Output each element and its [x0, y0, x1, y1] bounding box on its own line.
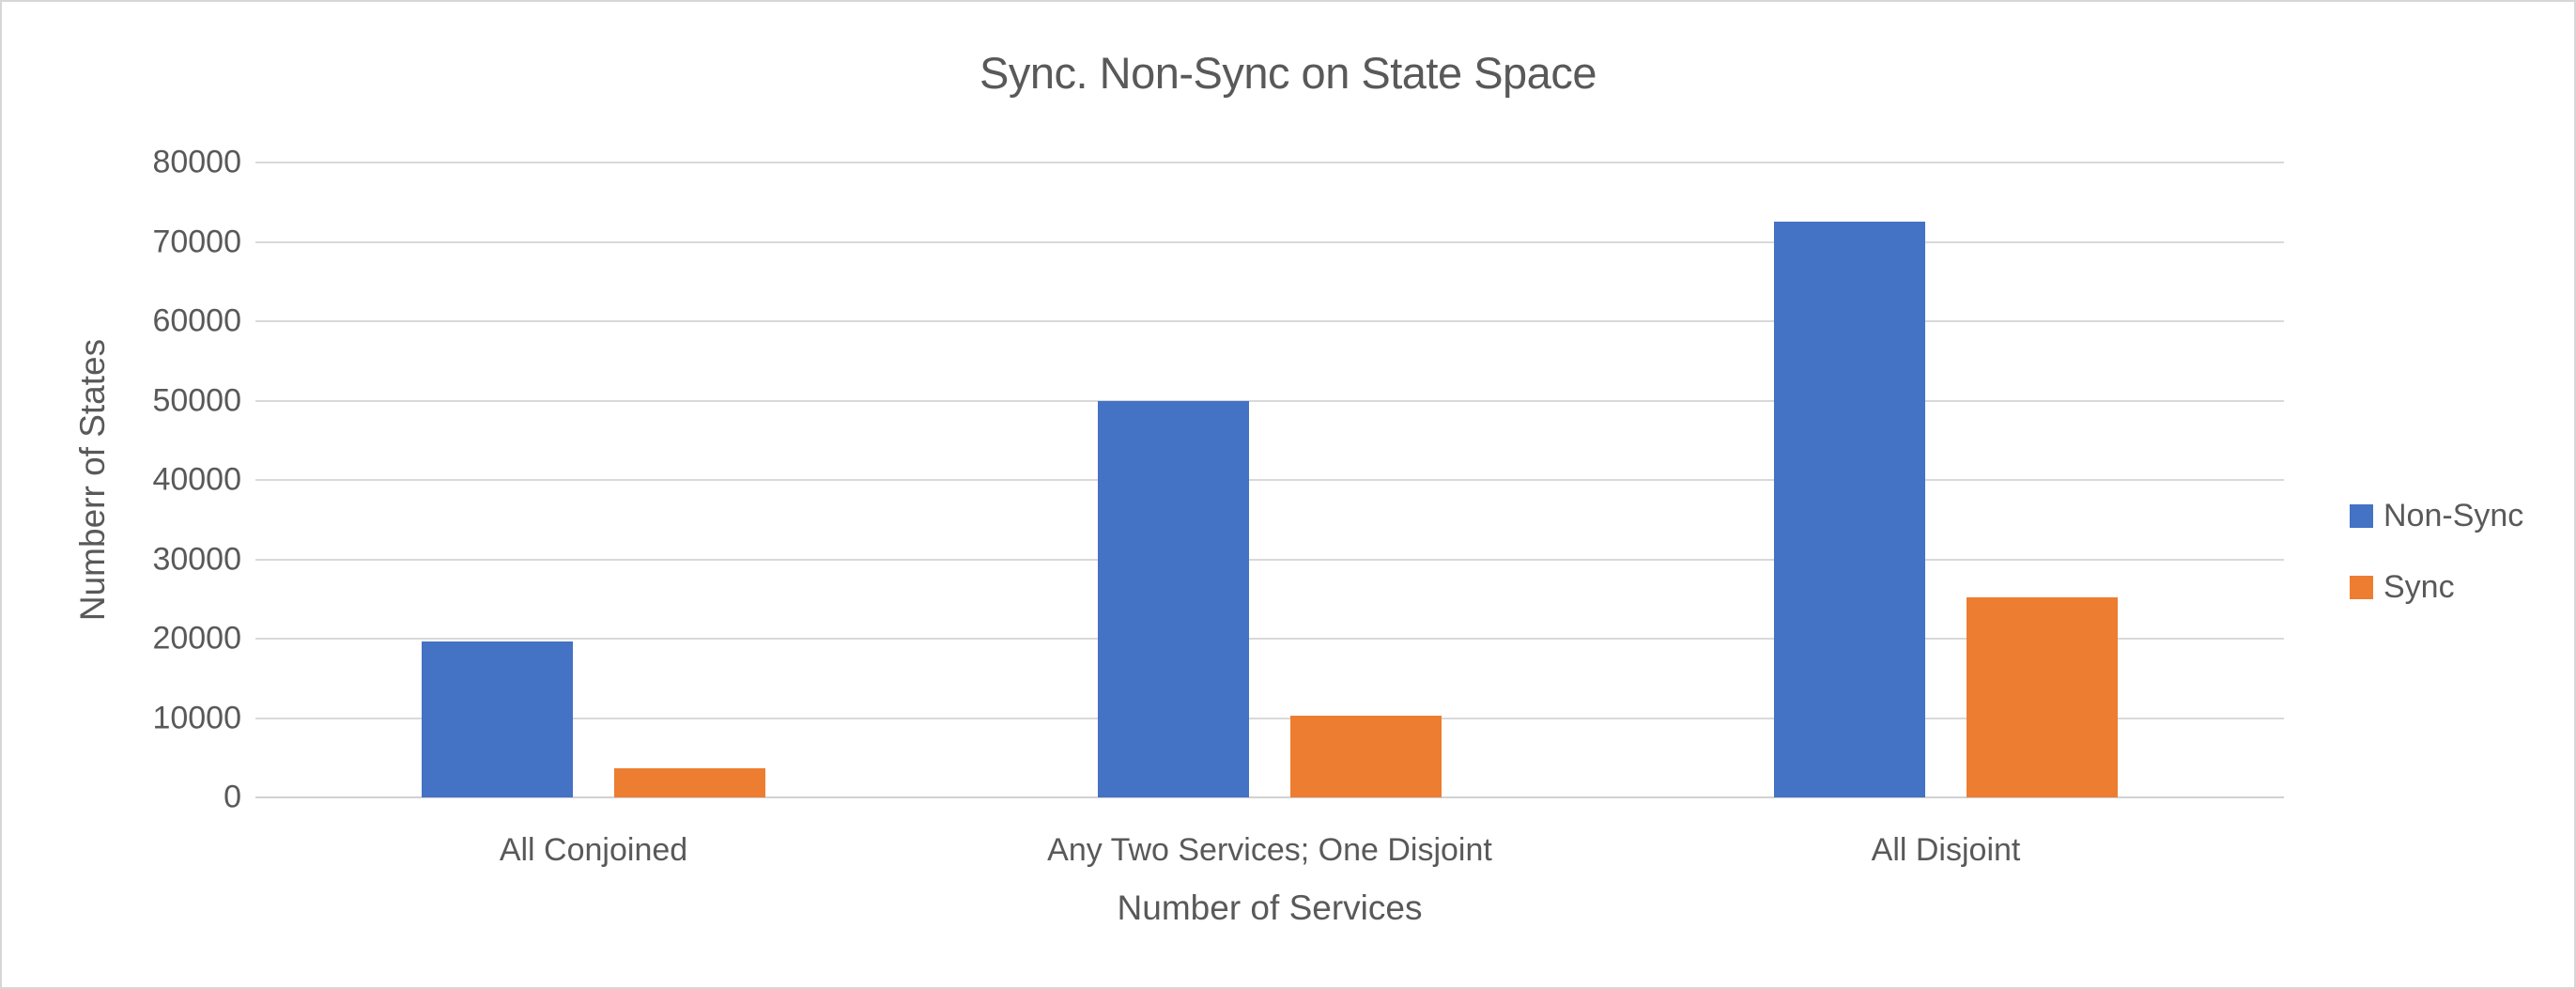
legend-label-sync: Sync — [2383, 568, 2455, 605]
bar-sync-all-disjoint — [1967, 597, 2118, 797]
gridline-30000 — [255, 558, 2284, 561]
bar-sync-any-two-services-one-disjoint — [1290, 715, 1442, 797]
category-label-all-disjoint: All Disjoint — [1871, 832, 2021, 868]
gridline-40000 — [255, 479, 2284, 481]
y-tick-label-80000: 80000 — [152, 144, 241, 180]
legend-item-non-sync: Non-Sync — [2350, 497, 2523, 534]
y-tick-label-70000: 70000 — [152, 224, 241, 259]
legend-swatch-non-sync — [2350, 503, 2373, 528]
y-tick-label-30000: 30000 — [152, 541, 241, 577]
bar-non-sync-any-two-services-one-disjoint — [1098, 400, 1249, 797]
y-tick-label-0: 0 — [224, 779, 241, 815]
gridline-0 — [255, 796, 2284, 798]
category-label-all-conjoined: All Conjoined — [499, 832, 688, 868]
y-tick-label-60000: 60000 — [152, 302, 241, 339]
chart-title: Sync. Non-Sync on State Space — [979, 48, 1597, 98]
y-tick-label-10000: 10000 — [152, 700, 241, 735]
y-tick-label-50000: 50000 — [152, 382, 241, 418]
x-axis-title: Number of Services — [1117, 889, 1423, 927]
gridline-10000 — [255, 717, 2284, 719]
plot-area — [255, 162, 2284, 798]
gridline-50000 — [255, 399, 2284, 402]
y-tick-label-20000: 20000 — [152, 620, 241, 657]
legend: Non-Sync Sync — [2350, 497, 2523, 606]
legend-item-sync: Sync — [2350, 568, 2523, 606]
legend-label-non-sync: Non-Sync — [2383, 497, 2524, 533]
category-label-any-two-services-one-disjoint: Any Two Services; One Disjoint — [1047, 832, 1492, 868]
bar-non-sync-all-disjoint — [1774, 222, 1925, 797]
y-tick-label-40000: 40000 — [152, 461, 241, 498]
bar-non-sync-all-conjoined — [422, 641, 573, 797]
gridline-20000 — [255, 638, 2284, 640]
legend-swatch-sync — [2350, 575, 2373, 599]
bar-sync-all-conjoined — [614, 767, 765, 797]
gridline-80000 — [255, 162, 2284, 163]
gridline-60000 — [255, 320, 2284, 322]
gridline-70000 — [255, 240, 2284, 243]
